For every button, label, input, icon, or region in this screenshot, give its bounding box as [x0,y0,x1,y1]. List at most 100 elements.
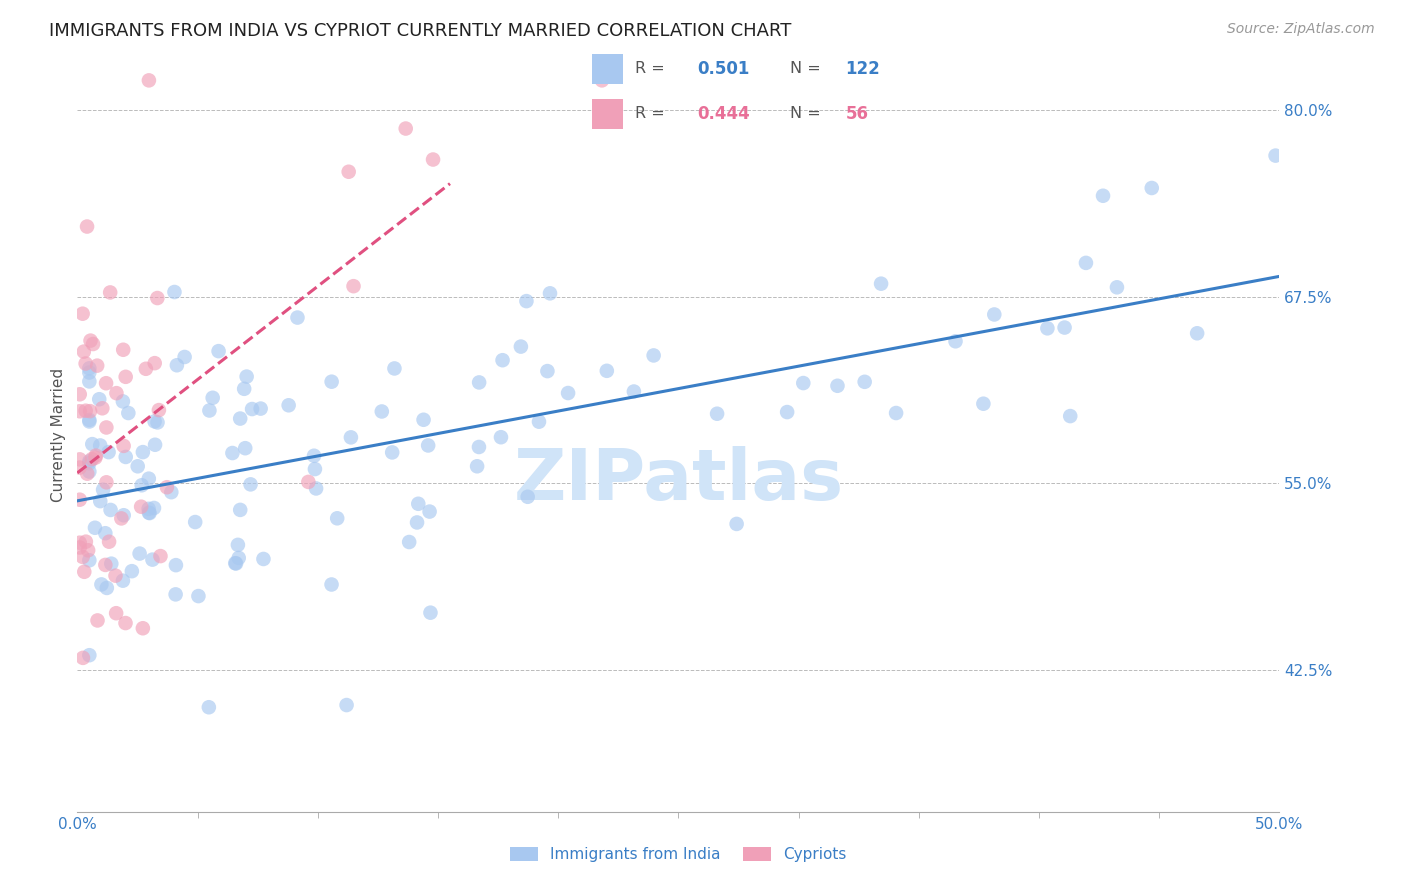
Point [406,516,429,530]
Point [97,445,120,459]
Point [84,521,107,535]
Text: R =: R = [636,62,665,77]
Point [1264,148,1286,162]
FancyBboxPatch shape [592,99,623,129]
Point [129,500,152,514]
Point [110,511,132,525]
Point [112,343,135,357]
Point [82,437,104,451]
Point [141,552,163,566]
Point [76,219,98,234]
Point [105,606,128,620]
Point [538,286,561,301]
Point [79,361,101,376]
Point [225,557,247,571]
Point [79,334,101,348]
Point [143,414,166,428]
Point [86,614,108,628]
Point [228,550,250,565]
Point [121,564,143,578]
Point [79,375,101,389]
Point [422,153,444,167]
Point [127,459,149,474]
Point [114,450,136,464]
Point [419,505,441,519]
Text: R =: R = [636,106,665,121]
Point [89,438,111,452]
Point [73,344,96,359]
Point [235,369,257,384]
Point [201,391,224,405]
Point [132,621,155,635]
Point [112,439,135,453]
Point [870,277,893,291]
Point [884,406,907,420]
Point [89,494,111,508]
Point [229,411,252,425]
Point [79,454,101,468]
Point [233,382,256,396]
Point [297,475,319,489]
Point [557,386,579,401]
Point [983,308,1005,322]
Text: N =: N = [790,62,821,77]
Point [792,376,814,390]
Point [75,403,97,417]
Point [302,449,325,463]
Point [725,516,748,531]
Y-axis label: Currently Married: Currently Married [51,368,66,502]
Point [165,587,187,601]
Point [252,552,274,566]
Point [419,606,441,620]
Point [104,568,127,582]
Point [98,534,121,549]
Point [69,460,91,475]
Point [509,340,531,354]
Point [114,615,136,630]
Text: 0.444: 0.444 [697,105,749,123]
Point [79,366,101,380]
Point [277,398,299,412]
Point [138,73,160,87]
Point [82,337,104,351]
Point [342,279,364,293]
Point [239,477,262,491]
Point [80,452,103,467]
Point [96,581,118,595]
Point [516,490,538,504]
Text: ZIPatlas: ZIPatlas [513,446,844,515]
Point [468,376,491,390]
Point [90,577,112,591]
Point [1185,326,1208,341]
Point [77,543,100,558]
Point [240,402,263,417]
Point [827,378,849,392]
Point [94,558,117,572]
Point [143,500,166,515]
Point [76,467,98,481]
Point [84,449,107,463]
Point [336,698,359,712]
Point [249,401,271,416]
Point [79,456,101,470]
Point [79,648,101,663]
Point [69,535,91,549]
Point [128,547,150,561]
Point [643,348,665,362]
Point [138,472,160,486]
Point [384,361,406,376]
Point [527,415,550,429]
Point [706,407,728,421]
Point [69,541,91,555]
Point [207,344,229,359]
Point [132,445,155,459]
Point [100,503,122,517]
Point [305,482,328,496]
Point [224,556,246,570]
Point [91,401,114,416]
Point [326,511,349,525]
Point [465,459,488,474]
Point [138,501,160,516]
Point [112,508,135,523]
Point [226,538,249,552]
